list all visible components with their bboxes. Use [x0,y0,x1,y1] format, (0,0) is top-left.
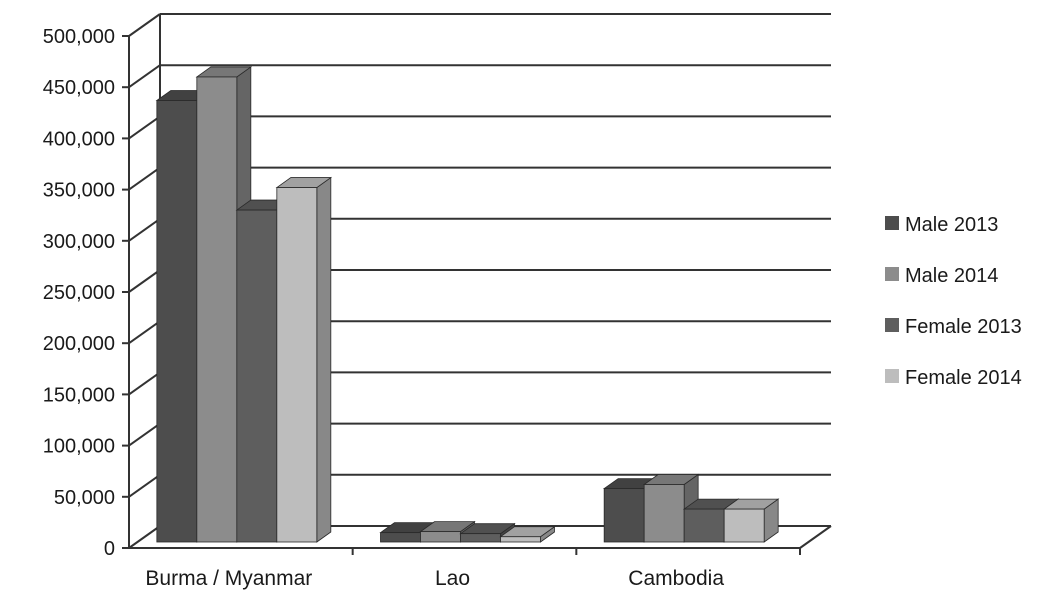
legend-swatch [885,369,899,383]
x-axis-category-labels: Burma / Myanmar Lao Cambodia [145,567,724,590]
y-tick-label: 200,000 [43,333,115,355]
gridline-side [128,166,161,191]
y-axis-tick-labels: 0 50,000 100,000 150,000 200,000 250,000 300,0… [43,26,115,560]
legend-label: Male 2013 [905,214,998,236]
bar-front [500,536,541,543]
legend-label: Male 2014 [905,265,998,287]
bar-front [420,531,461,543]
bar [275,176,333,543]
legend-swatch [885,216,899,230]
bar [459,522,516,543]
y-tick-label: 150,000 [43,384,115,406]
bar-front [603,488,645,543]
bar-front [723,508,765,543]
x-category-label: Cambodia [628,567,724,590]
legend-swatch [885,318,899,332]
y-tick-label: 300,000 [43,231,115,253]
bar-front [380,532,421,543]
y-tick-label: 400,000 [43,128,115,150]
y-tick-label: 350,000 [43,180,115,202]
bar-front [156,100,198,543]
gridline-side [128,320,161,345]
y-tick-label: 50,000 [54,487,115,509]
gridline-side [128,371,161,396]
bar-side [316,176,332,543]
y-tick-label: 500,000 [43,26,115,48]
gridline-side [128,64,161,89]
bar [722,498,780,543]
legend-label: Female 2013 [905,316,1022,338]
y-tick-label: 250,000 [43,282,115,304]
bar [499,525,556,543]
floor-right-edge [799,525,832,549]
axes [122,35,801,555]
floor-left-edge [128,525,161,549]
legend: Male 2013 Male 2014 Female 2013 Female 2014 [885,214,1022,389]
bars [155,66,780,543]
bar-front [643,484,685,543]
bar-front [276,187,318,543]
gridline-side [128,422,161,447]
x-category-label: Lao [435,567,470,590]
legend-swatch [885,267,899,281]
y-tick-label: 450,000 [43,77,115,99]
y-tick-label: 100,000 [43,436,115,458]
bar-front [196,76,238,543]
x-category-label: Burma / Myanmar [145,567,312,590]
gridline-side [128,473,161,498]
y-tick-label: 0 [104,538,115,560]
gridline-side [128,13,161,37]
bar-front [683,508,725,543]
gridline-side [128,217,161,242]
gridline-side [128,269,161,293]
gridline-side [128,115,161,140]
bar-front [236,209,278,543]
legend-label: Female 2014 [905,367,1022,389]
bar-front [460,533,501,543]
